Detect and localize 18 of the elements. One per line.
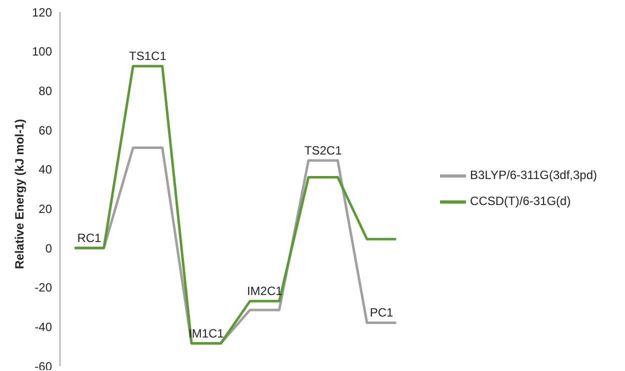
y-tick-label: 60 — [38, 123, 52, 138]
annotation: TS1C1 — [129, 49, 167, 64]
legend-label: B3LYP/6-311G(3df,3pd) — [470, 168, 597, 182]
y-tick-label: -60 — [34, 359, 52, 371]
y-tick-label: 80 — [38, 84, 52, 98]
legend-label: CCSD(T)/6-31G(d) — [470, 194, 571, 208]
annotation: PC1 — [370, 306, 394, 320]
y-tick-label: 20 — [38, 202, 52, 216]
y-tick-label: -20 — [34, 280, 52, 295]
y-tick-label: 100 — [32, 44, 52, 59]
y-tick-label: -40 — [34, 320, 52, 334]
y-tick-label: 40 — [38, 162, 52, 177]
annotation: RC1 — [77, 231, 102, 245]
y-tick-label: 0 — [45, 241, 52, 256]
y-axis-title: Relative Energy (kJ mol-1) — [12, 118, 26, 269]
line-series — [73, 64, 398, 345]
y-tick-label: 120 — [32, 5, 52, 20]
annotation: TS2C1 — [304, 143, 342, 158]
